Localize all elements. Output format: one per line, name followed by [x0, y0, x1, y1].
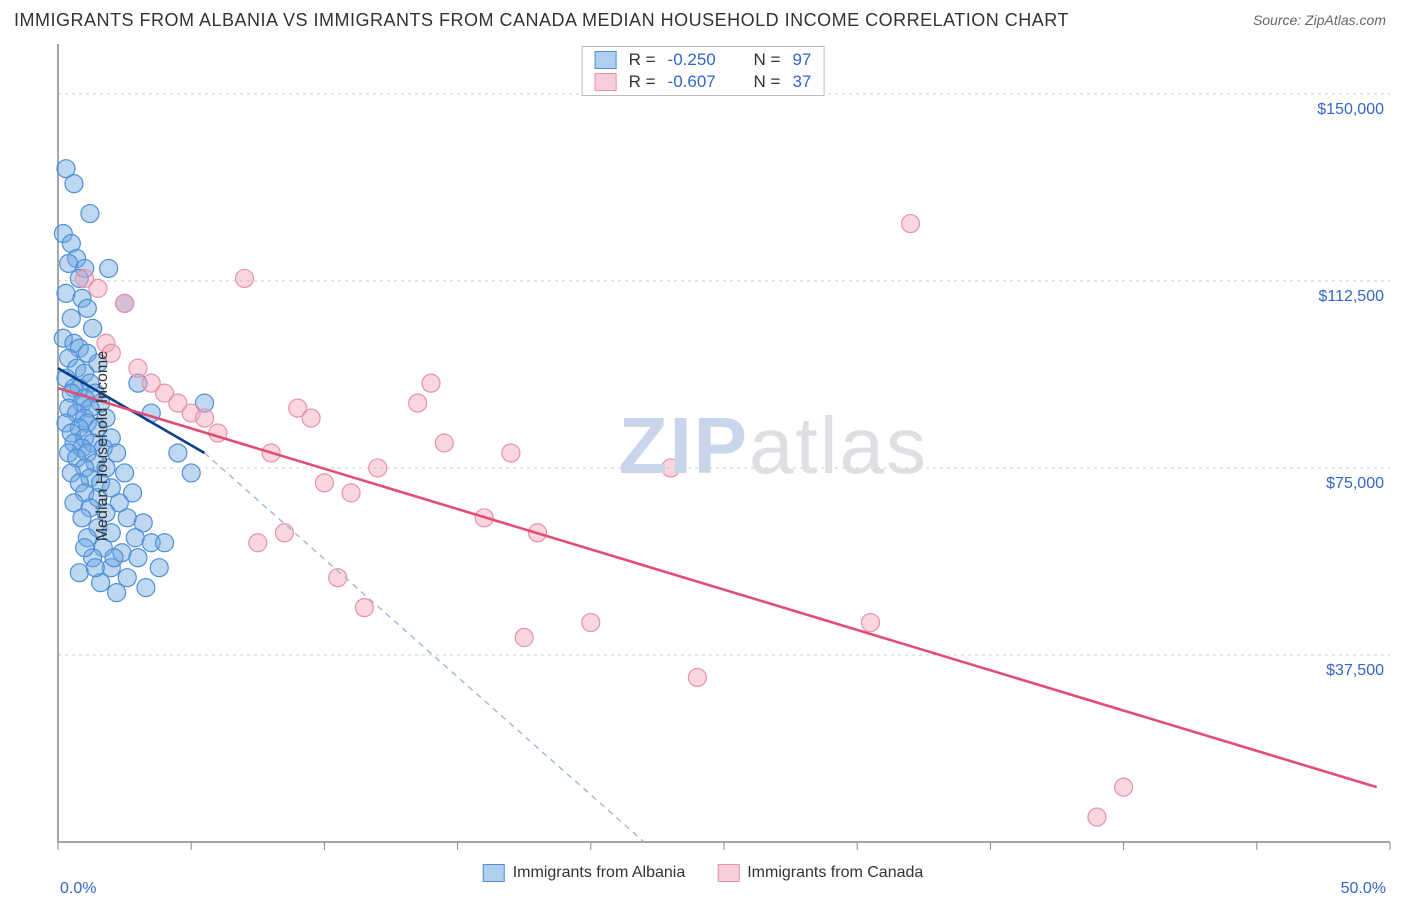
legend-item-canada: Immigrants from Canada [717, 864, 923, 882]
stats-legend-row-albania: R = -0.250 N = 97 [583, 49, 824, 71]
svg-text:$75,000: $75,000 [1326, 475, 1384, 492]
albania-legend-swatch [483, 864, 505, 882]
svg-text:$150,000: $150,000 [1317, 101, 1384, 118]
legend-label-canada: Immigrants from Canada [747, 864, 923, 882]
stats-legend-row-canada: R = -0.607 N = 37 [583, 71, 824, 93]
r-value-canada: -0.607 [668, 72, 728, 92]
svg-text:$37,500: $37,500 [1326, 662, 1384, 679]
canada-swatch [595, 73, 617, 91]
y-axis-label: Median Household Income [94, 351, 112, 541]
albania-swatch [595, 51, 617, 69]
series-legend: Immigrants from Albania Immigrants from … [483, 864, 924, 882]
n-label: N = [754, 50, 781, 70]
n-label: N = [754, 72, 781, 92]
legend-label-albania: Immigrants from Albania [513, 864, 686, 882]
svg-text:$112,500: $112,500 [1318, 288, 1384, 305]
correlation-chart: $37,500 $75,000 $112,500 $150,000 [0, 0, 1406, 892]
x-axis-end-label: 50.0% [1341, 880, 1386, 898]
n-value-canada: 37 [792, 72, 811, 92]
x-axis-start-label: 0.0% [60, 880, 96, 898]
n-value-albania: 97 [792, 50, 811, 70]
canada-legend-swatch [717, 864, 739, 882]
legend-item-albania: Immigrants from Albania [483, 864, 686, 882]
r-label: R = [629, 72, 656, 92]
source-attribution: Source: ZipAtlas.com [1253, 12, 1386, 28]
r-value-albania: -0.250 [668, 50, 728, 70]
stats-legend-box: R = -0.250 N = 97 R = -0.607 N = 37 [582, 46, 825, 96]
r-label: R = [629, 50, 656, 70]
chart-title: IMMIGRANTS FROM ALBANIA VS IMMIGRANTS FR… [14, 10, 1069, 31]
